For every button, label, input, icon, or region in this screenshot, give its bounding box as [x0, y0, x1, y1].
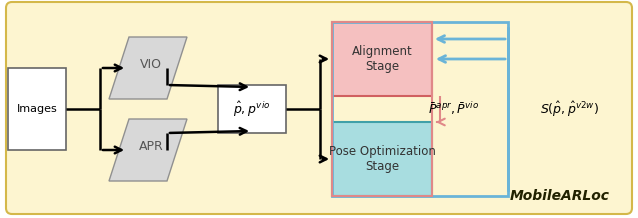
Text: VIO: VIO	[140, 58, 162, 70]
Text: Alignment
Stage: Alignment Stage	[352, 45, 412, 73]
FancyBboxPatch shape	[218, 85, 286, 133]
FancyBboxPatch shape	[332, 22, 432, 96]
Text: APR: APR	[138, 140, 163, 153]
Polygon shape	[109, 37, 187, 99]
Text: Pose Optimization
Stage: Pose Optimization Stage	[329, 145, 436, 173]
Text: $\hat{p},p^{vio}$: $\hat{p},p^{vio}$	[234, 99, 271, 119]
FancyBboxPatch shape	[332, 122, 432, 196]
Polygon shape	[109, 119, 187, 181]
Text: $S(\hat{p}, \hat{p}^{v2w})$: $S(\hat{p}, \hat{p}^{v2w})$	[540, 99, 600, 119]
Text: Images: Images	[17, 104, 57, 114]
Text: $\bar{P}^{apr}, \bar{P}^{vio}$: $\bar{P}^{apr}, \bar{P}^{vio}$	[429, 100, 480, 118]
FancyBboxPatch shape	[6, 2, 632, 214]
FancyBboxPatch shape	[8, 68, 66, 150]
Text: MobileARLoc: MobileARLoc	[510, 189, 610, 203]
